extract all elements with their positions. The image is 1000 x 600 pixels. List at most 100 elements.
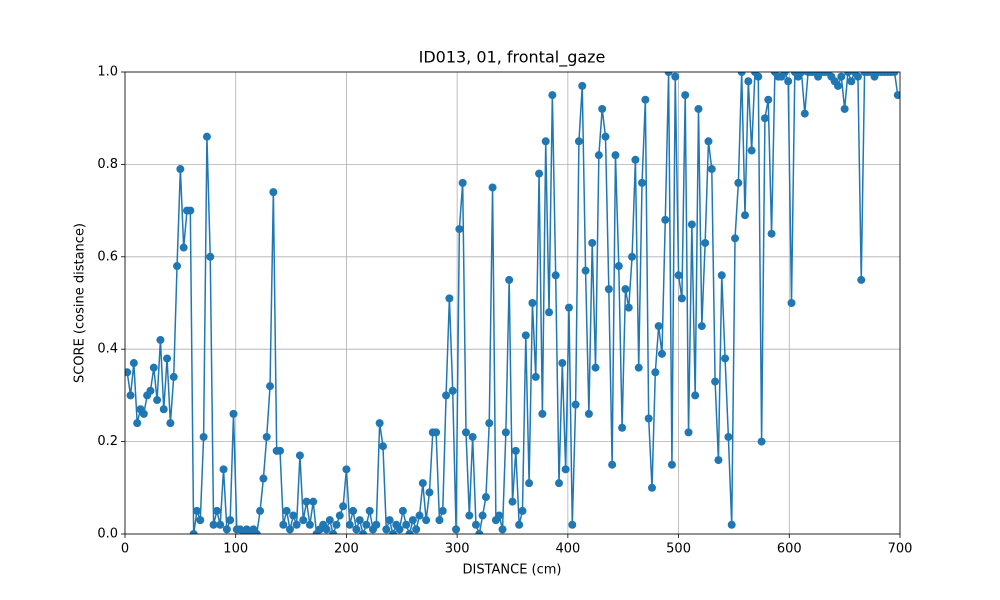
plot-area: [125, 72, 900, 534]
data-point: [475, 530, 484, 534]
data-point: [684, 428, 693, 437]
data-point: [797, 72, 806, 76]
data-point: [488, 183, 497, 192]
data-point: [332, 520, 341, 529]
data-point: [349, 506, 358, 515]
data-point: [764, 95, 773, 104]
data-point: [192, 506, 201, 515]
y-tick-label: 0.8: [97, 157, 118, 172]
data-point: [156, 335, 165, 344]
data-point: [853, 72, 862, 81]
data-point: [545, 308, 554, 317]
data-point: [212, 506, 221, 515]
data-point: [890, 72, 899, 76]
data-point: [216, 520, 225, 529]
data-point: [711, 377, 720, 386]
data-point: [169, 372, 178, 381]
data-point: [754, 72, 763, 81]
data-point: [375, 419, 384, 428]
data-point: [256, 506, 265, 515]
data-point: [468, 432, 477, 441]
data-point: [133, 419, 142, 428]
data-point: [515, 520, 524, 529]
data-point: [558, 359, 567, 368]
data-point: [501, 428, 510, 437]
data-point: [398, 506, 407, 515]
data-point: [153, 396, 162, 405]
data-point: [578, 81, 587, 90]
data-point: [601, 132, 610, 141]
data-point: [621, 285, 630, 294]
data-point: [551, 271, 560, 280]
data-point: [591, 363, 600, 372]
data-point: [834, 81, 842, 90]
data-point: [780, 72, 789, 76]
data-point: [452, 525, 461, 534]
data-point: [339, 502, 348, 511]
x-tick-label: 500: [666, 542, 691, 557]
data-point: [179, 243, 188, 252]
data-point: [714, 456, 723, 465]
x-tick-label: 0: [121, 542, 129, 557]
data-point: [495, 511, 504, 520]
data-point: [584, 409, 593, 418]
x-tick-label: 300: [445, 542, 470, 557]
axes-frame: [124, 71, 901, 535]
data-point: [707, 165, 716, 174]
ticks: 0 100 200 300 400 500 600 700 0.0 0.2 0.4 0.6 0.8 1.0: [97, 65, 912, 557]
x-tick-label: 100: [223, 542, 248, 557]
data-point: [276, 446, 284, 455]
data-point: [322, 525, 331, 534]
data-point: [594, 151, 603, 160]
data-point: [518, 506, 527, 515]
x-tick-label: 200: [334, 542, 359, 557]
data-point: [382, 525, 391, 534]
data-point: [657, 349, 666, 358]
data-point: [229, 409, 238, 418]
data-point: [299, 516, 308, 525]
data-point: [259, 474, 268, 483]
data-point: [731, 234, 740, 243]
data-point: [342, 465, 351, 474]
data-point: [644, 414, 653, 423]
data-point: [186, 206, 195, 215]
data-point: [618, 423, 627, 432]
data-point: [661, 215, 670, 224]
data-point: [498, 525, 507, 534]
data-point: [445, 294, 454, 303]
data-point: [538, 409, 547, 418]
data-point: [677, 294, 686, 303]
data-point: [378, 442, 387, 451]
data-point: [671, 72, 680, 81]
data-point: [787, 299, 796, 307]
data-point: [189, 530, 198, 534]
data-point: [402, 520, 411, 529]
data-point: [648, 483, 656, 492]
data-point: [744, 77, 753, 86]
data-point: [747, 146, 756, 155]
data-point: [641, 95, 650, 104]
data-point: [202, 132, 211, 141]
y-tick-label: 0.2: [97, 434, 118, 449]
data-point: [455, 225, 464, 234]
data-point: [126, 391, 135, 400]
data-point: [843, 72, 852, 76]
data-point: [548, 91, 557, 100]
data-point: [478, 511, 487, 520]
data-point: [508, 497, 517, 506]
data-point: [292, 520, 301, 529]
data-point: [674, 271, 683, 280]
data-point: [568, 520, 577, 529]
data-point: [757, 437, 766, 446]
data-point: [614, 262, 623, 271]
data-point: [664, 72, 673, 76]
data-point: [571, 400, 580, 409]
data-point: [173, 262, 182, 271]
y-tick-label: 0.6: [97, 249, 118, 264]
data-point: [737, 72, 746, 76]
data-point: [285, 525, 294, 534]
data-point: [269, 188, 278, 197]
data-point: [146, 386, 155, 395]
data-point: [335, 511, 344, 520]
